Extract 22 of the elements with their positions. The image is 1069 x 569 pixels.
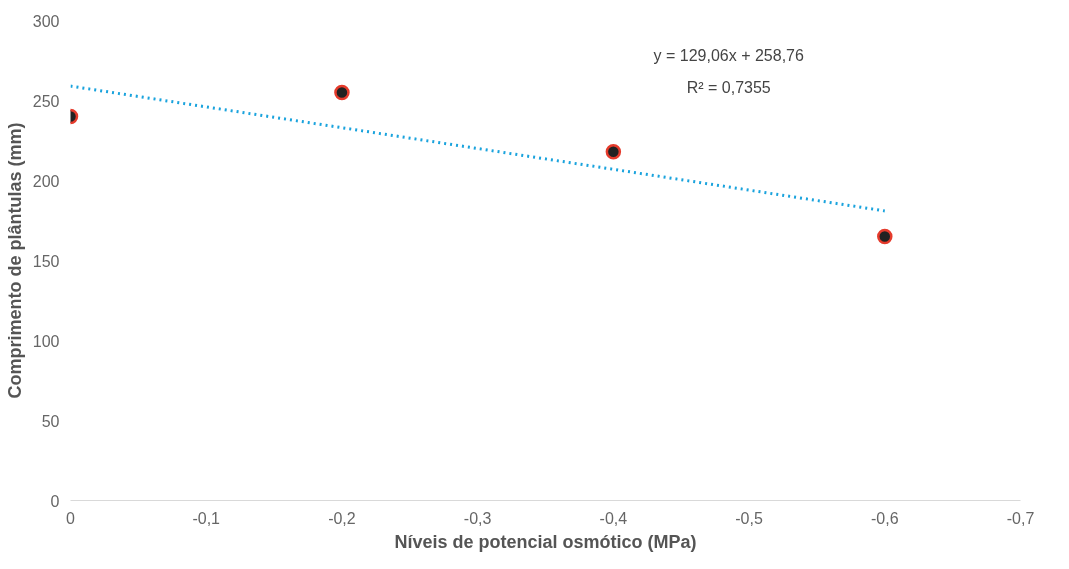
x-tick-label: -0,3 — [463, 509, 492, 527]
y-tick-label: 200 — [32, 172, 60, 190]
x-tick-label: -0,7 — [1006, 509, 1035, 527]
x-tick-label: 0 — [66, 509, 76, 527]
point — [334, 84, 350, 101]
y-tick-label: 250 — [32, 92, 60, 110]
y-tick-label: 300 — [32, 12, 60, 30]
y-tick-label: 50 — [41, 412, 60, 430]
point — [877, 228, 893, 245]
y-axis-title: Comprimento de plântulas (mm) — [4, 122, 25, 399]
y-tick-label: 0 — [50, 492, 60, 510]
x-tick-label: -0,2 — [328, 509, 356, 527]
x-tick-label: -0,1 — [192, 509, 221, 527]
x-tick-label: -0,5 — [735, 509, 763, 527]
x-tick-label: -0,6 — [871, 509, 899, 527]
y-tick-label: 150 — [32, 252, 60, 270]
annotation: y = 129,06x + 258,76 — [653, 46, 804, 64]
x-axis-title: Níveis de potencial osmótico (MPa) — [394, 531, 697, 552]
annotation: R² = 0,7355 — [686, 78, 771, 96]
y-tick-label: 100 — [32, 332, 60, 350]
point — [605, 143, 622, 160]
x-tick-label: -0,4 — [599, 509, 628, 527]
